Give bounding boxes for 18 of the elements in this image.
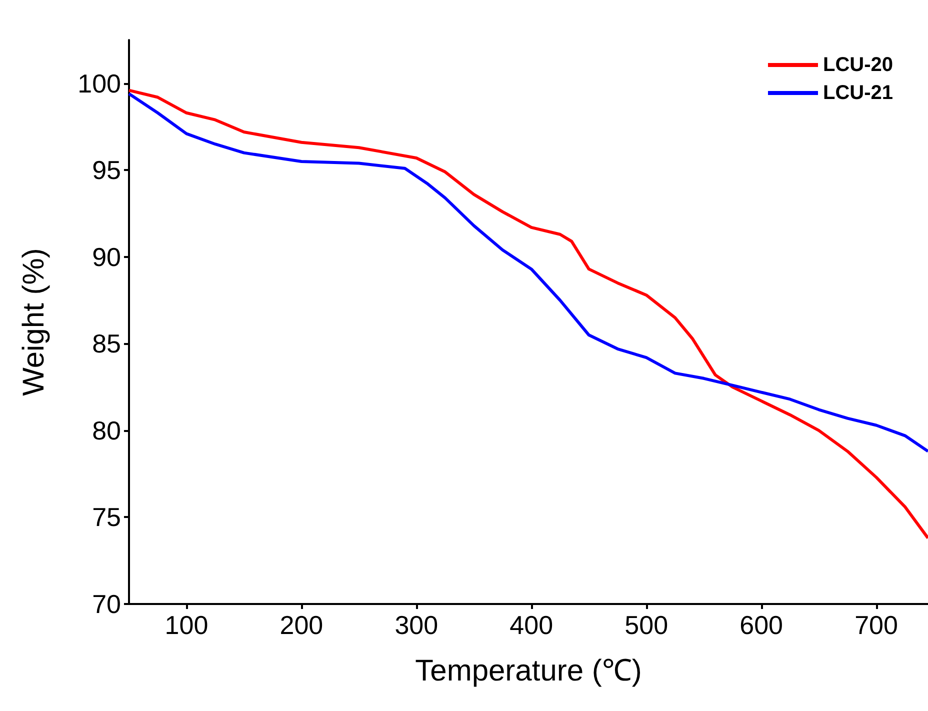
y-tick-label: 70: [92, 589, 121, 619]
x-tick-label: 400: [510, 610, 554, 640]
y-tick-label: 80: [92, 415, 121, 446]
y-tick-label: 100: [78, 68, 121, 98]
legend-label: LCU-21: [822, 82, 894, 104]
x-tick-label: 700: [854, 610, 898, 640]
y-tick-label: 85: [92, 328, 121, 359]
y-tick-label: 75: [92, 502, 121, 532]
y-axis-title: Weight (%): [18, 248, 50, 396]
x-tick-label: 600: [740, 610, 783, 640]
x-axis-title: Temperature (℃): [415, 654, 642, 688]
y-tick-label: 95: [92, 155, 121, 186]
x-tick-label: 200: [280, 610, 324, 640]
legend-label: LCU-20: [822, 54, 894, 76]
x-tick-label: 100: [164, 610, 208, 640]
y-tick-label: 90: [92, 242, 121, 272]
x-tick-label: 500: [624, 610, 668, 640]
x-tick-label: 300: [394, 610, 438, 640]
